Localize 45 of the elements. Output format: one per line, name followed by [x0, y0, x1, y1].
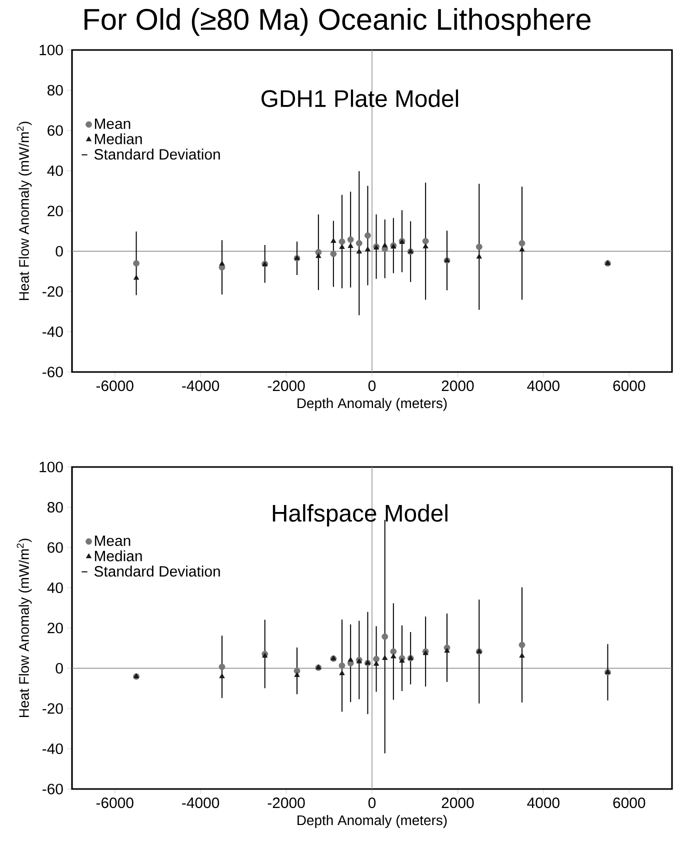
- x-tick-label: 2000: [442, 798, 474, 808]
- y-tick-label: -20: [42, 703, 63, 714]
- y-tick-label: 80: [48, 502, 63, 513]
- y-tick-label: -60: [42, 366, 63, 378]
- y-tick-label: 60: [48, 542, 63, 553]
- x-tick-label: -6000: [96, 380, 134, 392]
- x-tick-label: 4000: [527, 798, 560, 808]
- text: GDH1 Plate Model: [262, 90, 458, 108]
- x-tick-label: -2000: [268, 798, 305, 808]
- legend-label: Mean: [94, 118, 130, 129]
- y-tick-label: -60: [42, 784, 63, 794]
- x-tick-label: 2000: [442, 380, 474, 392]
- legend-label: Median: [94, 133, 142, 144]
- y-tick-label: 60: [48, 125, 63, 136]
- x-tick-label: 0: [368, 798, 376, 808]
- x-tick-label: 6000: [613, 380, 646, 392]
- legend-label: Mean: [94, 536, 130, 546]
- y-tick-label: 80: [48, 84, 63, 96]
- y-tick-label: 20: [48, 206, 63, 216]
- y-axis-title: Heat Flow Anomaly (mW/m$^{2}$): [16, 122, 32, 300]
- x-tick-label: -4000: [182, 798, 220, 808]
- y-tick-label: -20: [42, 286, 63, 297]
- y-tick-label: 20: [48, 622, 63, 634]
- chart-title: For Old (≥80 Ma) Oceanic Lithosphere: [84, 8, 590, 36]
- x-tick-label: 6000: [613, 798, 646, 808]
- y-tick-label: 100: [40, 462, 63, 472]
- x-tick-label: -6000: [96, 798, 134, 808]
- y-tick-label: 0: [56, 662, 63, 674]
- y-axis-title: Heat Flow Anomaly (mW/m$^{2}$): [16, 538, 32, 718]
- y-tick-label: 40: [47, 582, 63, 594]
- y-tick-label: 0: [56, 246, 63, 257]
- y-tick-label: 100: [40, 44, 63, 56]
- annotation: Standard Deviation: [94, 148, 220, 160]
- y-tick-label: -40: [42, 326, 63, 338]
- x-tick-label: 4000: [527, 380, 560, 392]
- x-axis-title: Depth Anomaly (meters): [298, 398, 447, 411]
- y-tick-label: -40: [42, 743, 63, 754]
- x-tick-label: -4000: [182, 380, 220, 392]
- legend-label: Median: [94, 550, 142, 562]
- x-axis-title: Depth Anomaly (meters): [298, 814, 447, 828]
- annotation: Standard Deviation: [94, 566, 220, 577]
- y-tick-label: 40: [47, 165, 63, 176]
- x-tick-label: 0: [368, 380, 376, 392]
- x-tick-label: -2000: [268, 380, 305, 392]
- text: Halfspace Model: [272, 504, 448, 526]
